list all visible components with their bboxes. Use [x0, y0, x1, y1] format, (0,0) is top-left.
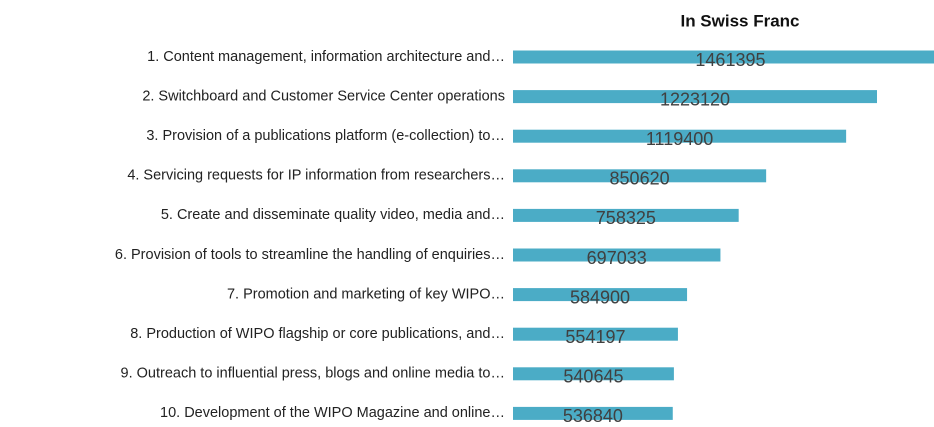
bar	[513, 169, 767, 183]
category-label: 4. Servicing requests for IP information…	[127, 168, 505, 184]
category-label: 10. Development of the WIPO Magazine and…	[160, 405, 505, 421]
value-label: 1119400	[646, 129, 713, 149]
category-label: 8. Production of WIPO flagship or core p…	[130, 326, 505, 342]
value-label: 758325	[596, 208, 656, 228]
value-label: 697033	[587, 248, 647, 268]
bar	[513, 406, 673, 420]
category-label: 1. Content management, information archi…	[147, 49, 505, 65]
value-label: 1461395	[695, 50, 765, 70]
bar	[513, 208, 739, 222]
bar	[513, 248, 721, 262]
bar	[513, 367, 674, 381]
category-label: 5. Create and disseminate quality video,…	[161, 207, 505, 223]
bar	[513, 50, 934, 64]
category-label: 7. Promotion and marketing of key WIPO…	[227, 286, 505, 302]
value-label: 554197	[565, 327, 625, 347]
bar	[513, 129, 847, 143]
value-label: 536840	[563, 406, 623, 426]
value-label: 584900	[570, 287, 630, 307]
chart-subtitle: In Swiss Franc	[680, 11, 799, 30]
value-label: 850620	[610, 169, 670, 189]
bar	[513, 327, 678, 341]
category-label: 6. Provision of tools to streamline the …	[115, 247, 505, 263]
category-label: 3. Provision of a publications platform …	[146, 128, 505, 144]
category-label: 9. Outreach to influential press, blogs …	[121, 366, 505, 382]
category-label: 2. Switchboard and Customer Service Cent…	[142, 88, 505, 104]
value-label: 540645	[563, 367, 623, 387]
value-label: 1223120	[660, 89, 730, 109]
bar	[513, 90, 878, 104]
bar	[513, 288, 688, 302]
